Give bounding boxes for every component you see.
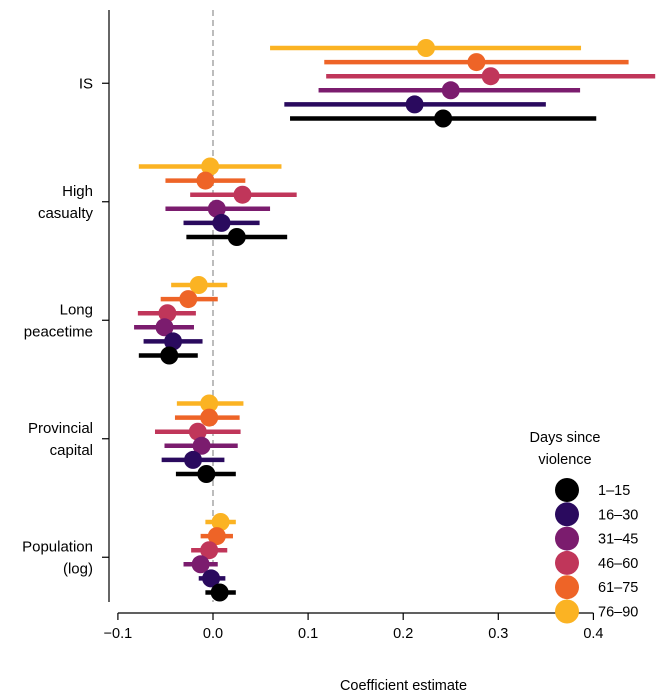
group-label: Provincial	[28, 420, 93, 437]
x-tick-label: 0.1	[298, 626, 318, 642]
estimate-point	[405, 95, 424, 114]
estimate-point	[481, 67, 500, 86]
estimate-point	[434, 109, 453, 128]
estimate-point	[196, 171, 215, 190]
group-label: (log)	[63, 560, 93, 577]
legend-swatch	[555, 478, 579, 502]
group-label: High	[62, 183, 93, 200]
estimate-point	[201, 157, 220, 176]
x-tick-label: 0.4	[583, 626, 603, 642]
estimate-point	[189, 276, 208, 294]
estimate-point	[467, 53, 486, 72]
legend-label: 1–15	[598, 483, 630, 499]
estimate-point	[191, 555, 210, 574]
x-axis-label: Coefficient estimate	[340, 678, 467, 694]
estimate-point	[200, 541, 219, 560]
group-label: IS	[79, 75, 93, 92]
legend-swatch	[555, 575, 579, 600]
legend-swatch	[555, 526, 579, 551]
legend-title: Days since	[530, 430, 601, 446]
legend-swatch	[555, 599, 579, 624]
estimate-point	[212, 213, 231, 232]
estimate-point	[160, 346, 179, 365]
estimate-point	[164, 332, 183, 351]
legend-label: 16–30	[598, 507, 638, 523]
estimate-point	[155, 318, 174, 337]
group-label: Long	[60, 301, 93, 318]
estimate-point	[184, 450, 203, 469]
group-label: capital	[50, 442, 93, 459]
estimate-point	[441, 81, 460, 100]
group-label: peacetime	[24, 323, 93, 340]
estimate-point	[192, 436, 211, 455]
group-label: casualty	[38, 205, 94, 222]
legend-swatch	[555, 550, 579, 575]
legend-label: 76–90	[598, 605, 638, 621]
group-label: Population	[22, 538, 93, 555]
estimate-point	[210, 583, 229, 602]
estimate-point	[200, 394, 219, 413]
x-tick-label: 0.3	[488, 626, 508, 642]
x-tick-label: 0.0	[203, 626, 223, 642]
estimate-point	[179, 290, 198, 309]
legend-label: 46–60	[598, 556, 638, 572]
legend-swatch	[555, 502, 579, 527]
legend-title: violence	[538, 452, 591, 468]
estimate-point	[211, 513, 230, 531]
legend-label: 31–45	[598, 532, 638, 548]
estimate-point	[207, 199, 226, 218]
estimate-point	[227, 228, 246, 246]
estimate-point	[207, 527, 226, 546]
x-tick-label: −0.1	[104, 626, 133, 642]
estimate-point	[188, 422, 207, 441]
estimate-point	[417, 39, 436, 57]
legend-label: 61–75	[598, 580, 638, 596]
estimate-point	[200, 408, 219, 427]
estimate-point	[197, 465, 216, 483]
estimate-point	[202, 569, 221, 588]
x-tick-label: 0.2	[393, 626, 413, 642]
estimate-point	[233, 185, 252, 204]
estimate-point	[158, 304, 177, 323]
